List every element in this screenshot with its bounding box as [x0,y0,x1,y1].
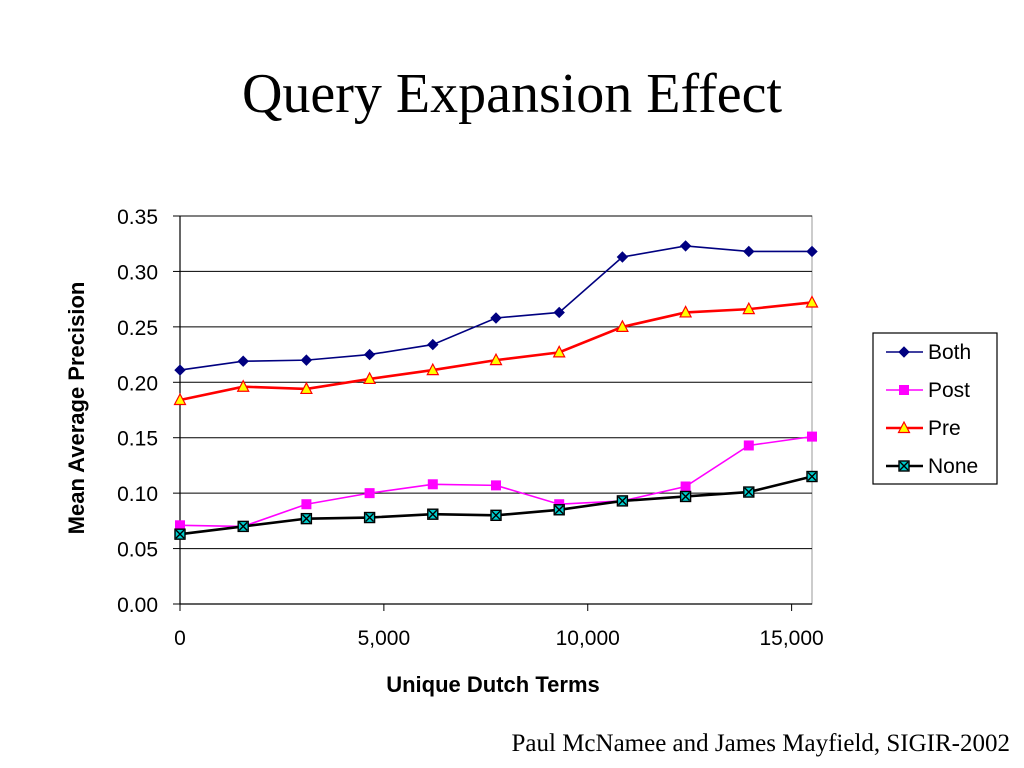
legend-item-pre: Pre [886,417,961,440]
data-point-none [806,470,818,483]
data-point-post [743,440,754,451]
data-point-both [679,240,692,252]
series-line-both [179,245,812,371]
data-point-post [491,480,501,491]
y-tick-label: 0.30 [117,261,158,284]
y-tick-label: 0.35 [117,206,158,229]
grid-lines [180,215,812,550]
legend-item-both: Both [886,341,971,364]
data-point-both [427,338,439,351]
legend-marker [897,420,911,434]
marker-cross [554,505,564,515]
data-point-pre [236,379,250,392]
data-point-pre [299,381,313,395]
data-point-pre [805,295,819,308]
data-point-both [237,355,249,367]
legend-label: Post [928,379,970,402]
y-axis-ticks: 0.00 0.05 0.10 0.15 0.20 0.25 0.30 0.35 [117,206,180,617]
y-axis-label: Mean Average Precision [64,282,89,535]
x-tick-label: 5,000 [358,627,411,650]
plot-area [179,215,813,605]
y-tick-label: 0.10 [117,483,158,506]
data-point-pre [173,392,187,406]
x-axis-label: Unique Dutch Terms [386,672,600,697]
data-point-both [806,245,818,258]
data-point-post [301,499,312,510]
marker-cross [365,513,375,523]
series-pre [173,295,819,406]
data-point-post [364,488,375,499]
series-none [174,470,818,540]
data-point-both [300,354,313,366]
data-point-pre [363,371,377,385]
data-point-pre [679,305,693,318]
axes [179,216,812,605]
marker-cross [744,487,754,497]
data-point-both [174,364,186,376]
data-point-post [680,481,691,492]
legend-label: Pre [928,417,961,440]
data-point-both [553,306,565,319]
x-tick-label: 0 [174,627,186,650]
legend-label: Both [928,341,971,364]
marker-cross [428,509,438,519]
footer-credit: Paul McNamee and James Mayfield, SIGIR-2… [511,730,1011,757]
marker-cross [301,514,311,524]
slide-title: Query Expansion Effect [241,63,783,125]
x-axis-ticks: 0 5,000 10,000 15,000 [174,604,824,650]
y-tick-label: 0.05 [117,539,158,562]
data-point-post [807,431,817,442]
y-tick-label: 0.25 [117,317,158,340]
marker-cross [175,529,185,539]
data-point-both [363,348,376,361]
data-point-none [490,509,502,522]
legend-item-none: None [886,455,978,478]
data-point-none [237,520,249,533]
series-layer [173,240,819,540]
x-tick-label: 10,000 [556,627,620,650]
x-tick-label: 15,000 [759,627,823,650]
data-point-none [300,512,313,525]
data-point-both [490,312,502,324]
series-both [174,240,818,376]
data-point-both [743,245,755,258]
legend-marker [899,385,909,395]
data-point-post [427,479,438,490]
data-point-pre [489,352,503,366]
data-point-none [174,528,186,540]
data-point-post [175,520,185,531]
marker-cross [491,510,501,520]
marker-cross [899,461,909,471]
data-point-none [363,511,376,524]
marker-cross [681,491,691,501]
y-tick-label: 0.20 [117,372,158,395]
legend-marker [898,460,910,472]
legend-box [872,332,998,485]
legend-item-post: Post [886,379,970,402]
y-tick-label: 0.00 [117,594,158,617]
marker-cross [617,496,627,506]
data-point-pre [426,362,440,376]
data-point-pre [742,301,756,315]
data-point-both [616,251,629,263]
data-point-none [743,486,755,498]
marker-cross [238,521,248,531]
legend-marker [898,346,910,358]
plot-border [179,215,813,605]
data-point-pre [615,319,629,332]
marker-cross [807,472,817,482]
data-point-pre [552,345,566,358]
data-point-none [427,508,439,520]
legend: Both Post Pre None [872,332,998,485]
y-tick-label: 0.15 [117,428,158,451]
data-point-none [553,504,565,516]
data-point-none [679,490,692,503]
legend-label: None [928,455,978,478]
data-point-none [616,495,629,507]
